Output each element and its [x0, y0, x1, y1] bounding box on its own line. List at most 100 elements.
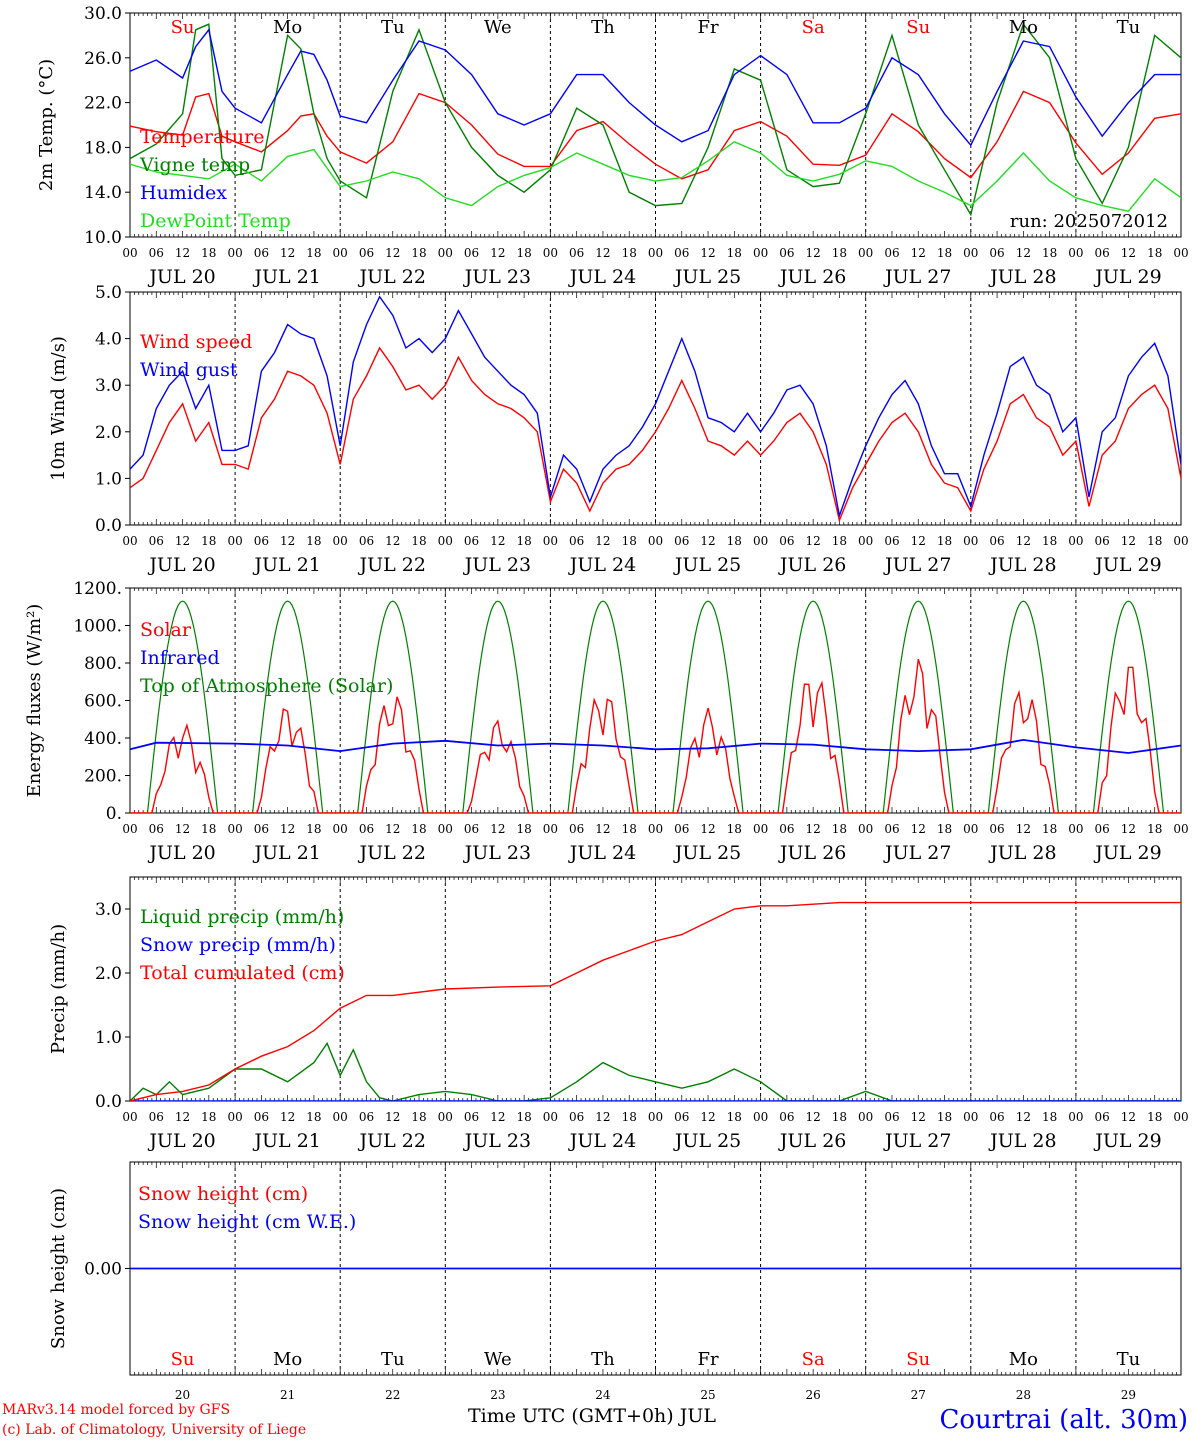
y-tick-label: 1.0 — [95, 1028, 122, 1048]
y-tick-label: 0.0 — [95, 1092, 122, 1112]
hour-tick-label: 00 — [858, 1110, 873, 1124]
hour-tick-label: 12 — [1016, 534, 1031, 548]
toa-solar-line — [760, 600, 866, 813]
hour-tick-label: 12 — [385, 822, 400, 836]
hour-tick-label: 06 — [674, 1110, 689, 1124]
hour-tick-label: 00 — [1068, 534, 1083, 548]
solar-line — [340, 696, 446, 813]
day-number: 27 — [911, 1388, 926, 1402]
solar-line — [550, 697, 656, 813]
weekday-label: We — [484, 1349, 512, 1370]
y-tick-label: 22.0 — [84, 94, 122, 114]
hour-tick-label: 00 — [1068, 246, 1083, 260]
hour-tick-label: 18 — [306, 246, 321, 260]
y-tick-label: 800. — [84, 654, 122, 674]
legend-entry: Snow height (cm W.E.) — [138, 1211, 356, 1233]
humidex-line — [130, 28, 1181, 147]
solar-line — [865, 658, 971, 813]
hour-tick-label: 12 — [1121, 534, 1136, 548]
legend-entry: Liquid precip (mm/h) — [140, 906, 344, 928]
legend-entry: Snow height (cm) — [138, 1183, 308, 1205]
hour-tick-label: 18 — [727, 1110, 742, 1124]
hour-tick-label: 18 — [411, 822, 426, 836]
weekday-label: We — [484, 17, 512, 38]
hour-tick-label: 12 — [806, 822, 821, 836]
day-label: JUL 24 — [568, 266, 636, 288]
hour-tick-label: 06 — [779, 534, 794, 548]
toa-solar-line — [865, 600, 971, 813]
hour-tick-label: 06 — [149, 534, 164, 548]
hour-tick-label: 06 — [359, 534, 374, 548]
hour-tick-label: 06 — [569, 1110, 584, 1124]
hour-tick-label: 18 — [937, 246, 952, 260]
day-label: JUL 23 — [463, 266, 531, 288]
hour-tick-label: 00 — [753, 1110, 768, 1124]
hour-tick-label: 00 — [333, 246, 348, 260]
day-number: 22 — [385, 1388, 400, 1402]
y-tick-label: 2.0 — [95, 423, 122, 443]
day-label: JUL 26 — [778, 554, 846, 576]
day-label: JUL 29 — [1093, 554, 1161, 576]
day-label: JUL 29 — [1093, 842, 1161, 864]
day-label: JUL 25 — [673, 1130, 741, 1152]
day-label: JUL 22 — [358, 842, 426, 864]
legend-entry: Wind speed — [140, 331, 252, 353]
solar-line — [1075, 666, 1181, 813]
solar-line — [235, 708, 341, 813]
hour-tick-label: 06 — [464, 1110, 479, 1124]
day-label: JUL 23 — [463, 842, 531, 864]
day-label: JUL 26 — [778, 1130, 846, 1152]
hour-tick-label: 00 — [963, 534, 978, 548]
day-number: 26 — [806, 1388, 821, 1402]
day-label: JUL 25 — [673, 842, 741, 864]
weekday-label: Mo — [273, 1349, 302, 1370]
hour-tick-label: 00 — [543, 246, 558, 260]
hour-tick-label: 00 — [438, 534, 453, 548]
hour-tick-label: 18 — [201, 246, 216, 260]
hour-tick-label: 12 — [806, 246, 821, 260]
hour-tick-label: 18 — [1042, 534, 1057, 548]
day-label: JUL 24 — [568, 842, 636, 864]
y-tick-label: 30.0 — [84, 4, 122, 24]
hour-tick-label: 00 — [648, 1110, 663, 1124]
y-tick-label: 18.0 — [84, 138, 122, 158]
hour-tick-label: 06 — [674, 246, 689, 260]
hour-tick-label: 12 — [490, 1110, 505, 1124]
hour-tick-label: 06 — [569, 822, 584, 836]
hour-tick-label: 12 — [280, 246, 295, 260]
wind-panel: 0.0 1.0 2.0 3.0 4.0 5.0 10m Wind (m/s) Wind spe… — [48, 283, 1189, 576]
hour-tick-label: 12 — [490, 822, 505, 836]
hour-tick-label: 06 — [884, 1110, 899, 1124]
hour-tick-label: 18 — [1147, 1110, 1162, 1124]
y-axis-label: 10m Wind (m/s) — [48, 336, 69, 481]
hour-tick-label: 12 — [490, 246, 505, 260]
hour-tick-label: 06 — [884, 822, 899, 836]
hour-tick-label: 18 — [306, 1110, 321, 1124]
weekday-label: Tu — [1117, 1349, 1141, 1370]
hour-tick-label: 00 — [648, 822, 663, 836]
legend-entry: Infrared — [140, 647, 220, 669]
weekday-label: Su — [906, 1349, 930, 1370]
y-axis-label: Precip (mm/h) — [48, 924, 69, 1054]
hour-tick-label: 12 — [595, 534, 610, 548]
y-tick-label: 2.0 — [95, 964, 122, 984]
solar-line — [130, 722, 236, 813]
hour-tick-label: 18 — [832, 246, 847, 260]
wind-gust-line — [130, 295, 1181, 519]
liquid-precip-mm-h-line — [130, 1041, 1181, 1101]
hour-tick-label: 00 — [1068, 1110, 1083, 1124]
hour-tick-label: 18 — [937, 1110, 952, 1124]
hour-tick-label: 06 — [884, 246, 899, 260]
weekday-label: Su — [171, 1349, 195, 1370]
day-number: 20 — [175, 1388, 190, 1402]
hour-tick-label: 00 — [1173, 246, 1188, 260]
day-number: 21 — [280, 1388, 295, 1402]
hour-tick-label: 12 — [1121, 246, 1136, 260]
hour-tick-label: 12 — [911, 1110, 926, 1124]
legend-entry: Solar — [140, 619, 192, 641]
total-cumulated-cm-line — [130, 901, 1181, 1101]
temperature-line — [130, 90, 1181, 180]
hour-tick-label: 12 — [175, 534, 190, 548]
day-label: JUL 22 — [358, 1130, 426, 1152]
